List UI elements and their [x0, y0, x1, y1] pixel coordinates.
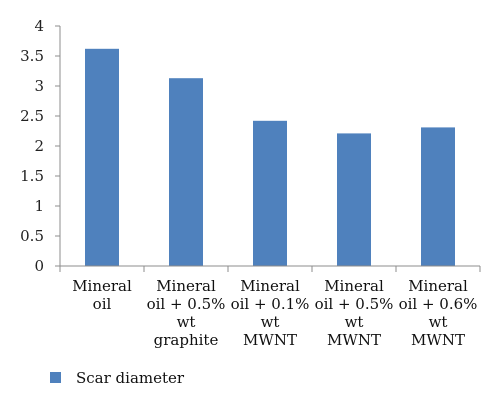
y-tick-label: 0	[34, 257, 44, 275]
bars	[85, 48, 455, 267]
legend-label: Scar diameter	[76, 369, 185, 387]
x-tick-label: Mineral oil + 0.1% wt MWNT	[231, 277, 310, 349]
bar	[337, 133, 371, 266]
bar	[85, 48, 119, 266]
x-tick-label: Mineral oil + 0.5% wt MWNT	[315, 277, 394, 349]
x-tick-label-line: wt	[429, 313, 448, 331]
x-tick-label-line: oil + 0.5%	[147, 295, 226, 313]
y-tick-label: 0.5	[20, 227, 44, 245]
bar	[421, 127, 455, 267]
x-tick-label-line: wt	[177, 313, 196, 331]
y-tick-label: 4	[34, 17, 44, 35]
x-tick-label: Mineral oil + 0.6% wt MWNT	[399, 277, 478, 349]
y-tick-label: 2	[34, 137, 44, 155]
y-axis: 0 0.5 1 1.5 2 2.5 3 3.5 4	[20, 17, 61, 275]
x-tick-label-line: oil + 0.5%	[315, 295, 394, 313]
y-tick-label: 3.5	[20, 47, 44, 65]
x-tick-label-line: MWNT	[411, 331, 465, 349]
y-tick-label: 2.5	[20, 107, 44, 125]
x-tick-label-line: MWNT	[327, 331, 381, 349]
x-tick-label-line: Mineral	[156, 277, 216, 295]
legend: Scar diameter	[50, 369, 185, 387]
x-tick-label-line: Mineral	[240, 277, 300, 295]
x-tick-label-line: Mineral	[324, 277, 384, 295]
x-tick-label-line: oil + 0.1%	[231, 295, 310, 313]
x-tick-label-line: oil + 0.6%	[399, 295, 478, 313]
x-tick-label-line: wt	[261, 313, 280, 331]
bar	[253, 120, 287, 266]
x-tick-label-line: oil	[93, 295, 112, 313]
y-tick-label: 3	[34, 77, 44, 95]
y-tick-label: 1.5	[20, 167, 44, 185]
x-tick-label-line: graphite	[154, 331, 219, 349]
x-tick-label-line: MWNT	[243, 331, 297, 349]
x-tick-label-line: Mineral	[408, 277, 468, 295]
x-tick-label: Mineral oil + 0.5% wt graphite	[147, 277, 226, 349]
x-tick-label-line: Mineral	[72, 277, 132, 295]
x-tick-label: Mineral oil	[72, 277, 132, 313]
x-tick-label-line: wt	[345, 313, 364, 331]
legend-swatch	[50, 372, 61, 383]
bar	[169, 78, 203, 266]
y-tick-label: 1	[34, 197, 44, 215]
